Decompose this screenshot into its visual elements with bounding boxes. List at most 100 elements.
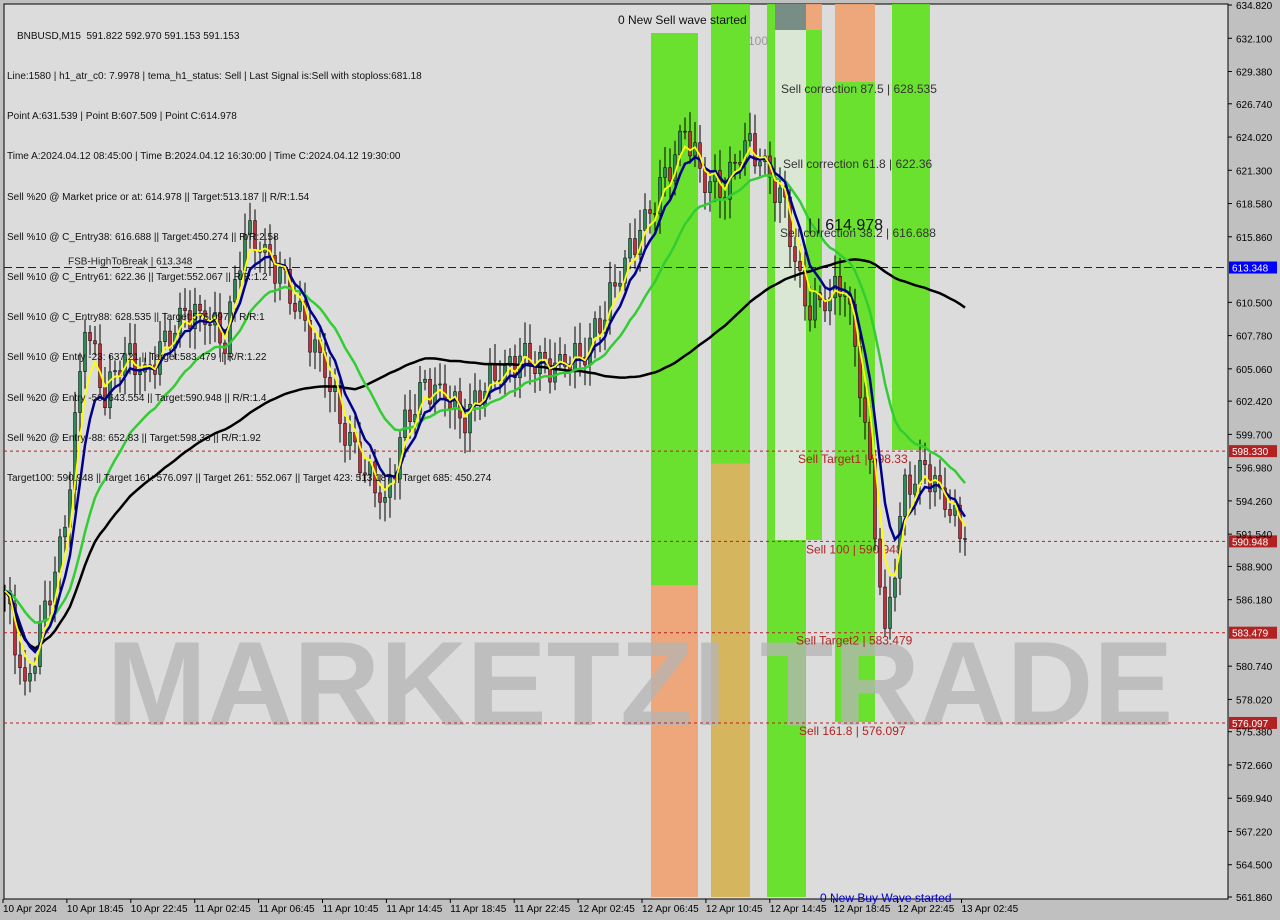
y-tick-label: 596.980: [1236, 464, 1273, 475]
signal-zone: [711, 4, 750, 464]
signal-zones: [651, 4, 930, 897]
candle-body: [58, 536, 62, 573]
y-tick-label: 610.500: [1236, 298, 1273, 309]
candle-body: [428, 378, 432, 405]
level-price-label: 576.097: [1232, 719, 1269, 730]
signal-zone: [775, 30, 806, 540]
candle-body: [508, 356, 512, 366]
hundred-label: 100: [748, 34, 768, 48]
candle-body: [208, 324, 212, 326]
info-panel: BNBUSD,M15 591.822 592.970 591.153 591.1…: [7, 3, 491, 499]
x-tick-label: 11 Apr 14:45: [386, 904, 442, 915]
level-price-label: 583.479: [1232, 629, 1269, 640]
ma-yellow-line: [4, 145, 966, 666]
y-tick-label: 621.300: [1236, 166, 1273, 177]
candle-body: [163, 330, 167, 342]
candle-body: [18, 654, 22, 668]
correction-382-label: Sell correction 38.2 | 616.688: [780, 226, 936, 240]
candle-body: [178, 307, 182, 334]
ma-blue-line: [4, 154, 967, 654]
y-tick-label: 634.820: [1236, 1, 1273, 12]
candle-body: [758, 161, 762, 167]
level-price-label: 613.348: [1232, 264, 1269, 275]
y-tick-label: 626.740: [1236, 100, 1273, 111]
level-price-tag: [1229, 535, 1277, 548]
level-text: Sell Target1 | 598.33: [798, 452, 908, 466]
level-price-label: 598.330: [1232, 447, 1269, 458]
signal-zone: [892, 4, 930, 450]
level-text: Sell Target2 | 583.479: [796, 634, 913, 648]
candle-body: [183, 307, 187, 311]
signal-zone: [651, 33, 698, 585]
candle-body: [753, 133, 757, 167]
candle-body: [918, 460, 922, 485]
candle-body: [828, 297, 832, 312]
level-text: FSB-HighToBreak | 613.348: [68, 257, 193, 268]
info-line: Sell %10 @ C_Entry88: 628.535 || Target:…: [7, 312, 265, 324]
candle-body: [23, 667, 27, 682]
info-line: Point A:631.539 | Point B:607.509 | Poin…: [7, 111, 237, 123]
candle-body: [708, 181, 712, 193]
signal-zone: [775, 4, 806, 30]
candle-body: [888, 596, 892, 629]
signal-zone: [806, 30, 822, 540]
candle-body: [808, 305, 812, 321]
y-tick-label: 588.900: [1236, 562, 1273, 573]
y-tick-label: 575.380: [1236, 728, 1273, 739]
level-price-tag: [1229, 716, 1277, 729]
y-tick-label: 605.060: [1236, 365, 1273, 376]
candle-body: [668, 167, 672, 182]
candle-body: [863, 397, 867, 423]
candle-body: [313, 339, 317, 353]
candle-body: [63, 526, 67, 538]
price-axis: 634.820 632.100 629.380 626.740 624.020 621.3…: [1228, 1, 1273, 904]
candle-body: [113, 370, 117, 373]
candle-body: [648, 209, 652, 214]
candle-body: [493, 364, 497, 381]
y-tick-label: 602.420: [1236, 397, 1273, 408]
x-tick-label: 12 Apr 22:45: [898, 904, 955, 915]
x-tick-label: 10 Apr 18:45: [67, 904, 124, 915]
x-tick-label: 11 Apr 18:45: [450, 904, 506, 915]
candle-body: [83, 332, 87, 372]
candle-body: [868, 421, 872, 460]
y-tick-label: 632.100: [1236, 34, 1273, 45]
candle-body: [943, 487, 947, 510]
candle-body: [408, 409, 412, 422]
y-tick-label: 586.180: [1236, 596, 1273, 607]
x-tick-label: 10 Apr 22:45: [131, 904, 188, 915]
ma-green-line: [4, 174, 966, 624]
candle-body: [923, 460, 927, 466]
x-tick-label: 12 Apr 06:45: [642, 904, 699, 915]
candle-body: [13, 603, 17, 656]
level-price-label: 590.948: [1232, 537, 1269, 548]
candle-body: [793, 246, 797, 262]
candle-body: [913, 483, 917, 495]
candle-body: [273, 255, 277, 284]
level-text: Sell 100 | 590.948: [806, 542, 903, 556]
candle-body: [658, 177, 662, 214]
x-tick-label: 11 Apr 22:45: [514, 904, 570, 915]
candle-body: [733, 161, 737, 164]
buy-wave-label: 0 New Buy Wave started: [820, 891, 952, 905]
candle-body: [298, 301, 302, 312]
x-tick-label: 10 Apr 2024: [3, 904, 57, 915]
candle-body: [543, 352, 547, 360]
y-tick-label: 591.540: [1236, 530, 1273, 541]
point-c-label: | | 614.978: [808, 217, 883, 234]
level-price-tag: [1229, 261, 1277, 274]
candle-body: [468, 403, 472, 434]
y-tick-label: 624.020: [1236, 133, 1273, 144]
candle-body: [838, 276, 842, 297]
candle-body: [633, 238, 637, 255]
signal-zone: [835, 4, 875, 82]
y-tick-label: 564.500: [1236, 861, 1273, 872]
x-tick-label: 11 Apr 06:45: [259, 904, 315, 915]
candle-body: [233, 279, 237, 303]
sell-wave-label: 0 New Sell wave started: [618, 13, 747, 27]
candle-body: [78, 371, 82, 413]
x-tick-label: 12 Apr 18:45: [834, 904, 891, 915]
candle-body: [623, 257, 627, 284]
candle-body: [423, 378, 427, 383]
